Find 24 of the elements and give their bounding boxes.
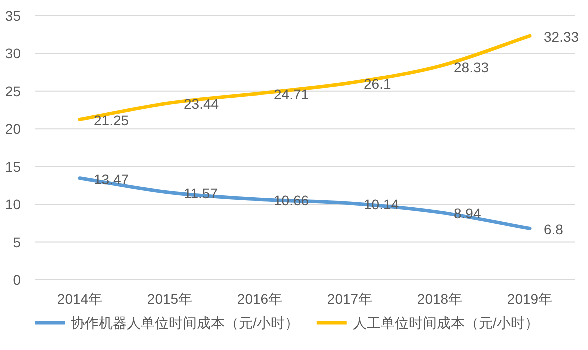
- x-tick-label: 2015年: [147, 291, 193, 307]
- y-tick-label: 20: [5, 121, 22, 138]
- y-tick-label: 5: [13, 234, 22, 250]
- y-tick-label: 35: [5, 8, 22, 24]
- data-label: 26.1: [364, 76, 392, 92]
- x-tick-label: 2017年: [327, 291, 373, 307]
- data-label: 28.33: [454, 59, 490, 76]
- y-tick-label: 25: [5, 83, 22, 100]
- y-tick-label: 15: [5, 158, 22, 175]
- data-label: 21.25: [94, 112, 130, 129]
- data-label: 6.8: [544, 222, 564, 238]
- line-series: [78, 176, 532, 230]
- x-tick-label: 2016年: [237, 291, 283, 307]
- legend-label: 协作机器人单位时间成本（元/小时）: [71, 315, 299, 331]
- x-tick-label: 2019年: [507, 291, 553, 307]
- x-tick-label: 2014年: [57, 291, 103, 307]
- data-label: 10.66: [274, 192, 310, 209]
- y-tick-label: 10: [5, 196, 22, 213]
- data-label: 32.33: [544, 29, 580, 46]
- y-tick-label: 30: [5, 46, 22, 62]
- data-label: 23.44: [184, 96, 220, 112]
- y-tick-label: 0: [13, 272, 22, 288]
- legend-label: 人工单位时间成本（元/小时）: [352, 315, 539, 331]
- x-tick-label: 2018年: [417, 291, 463, 307]
